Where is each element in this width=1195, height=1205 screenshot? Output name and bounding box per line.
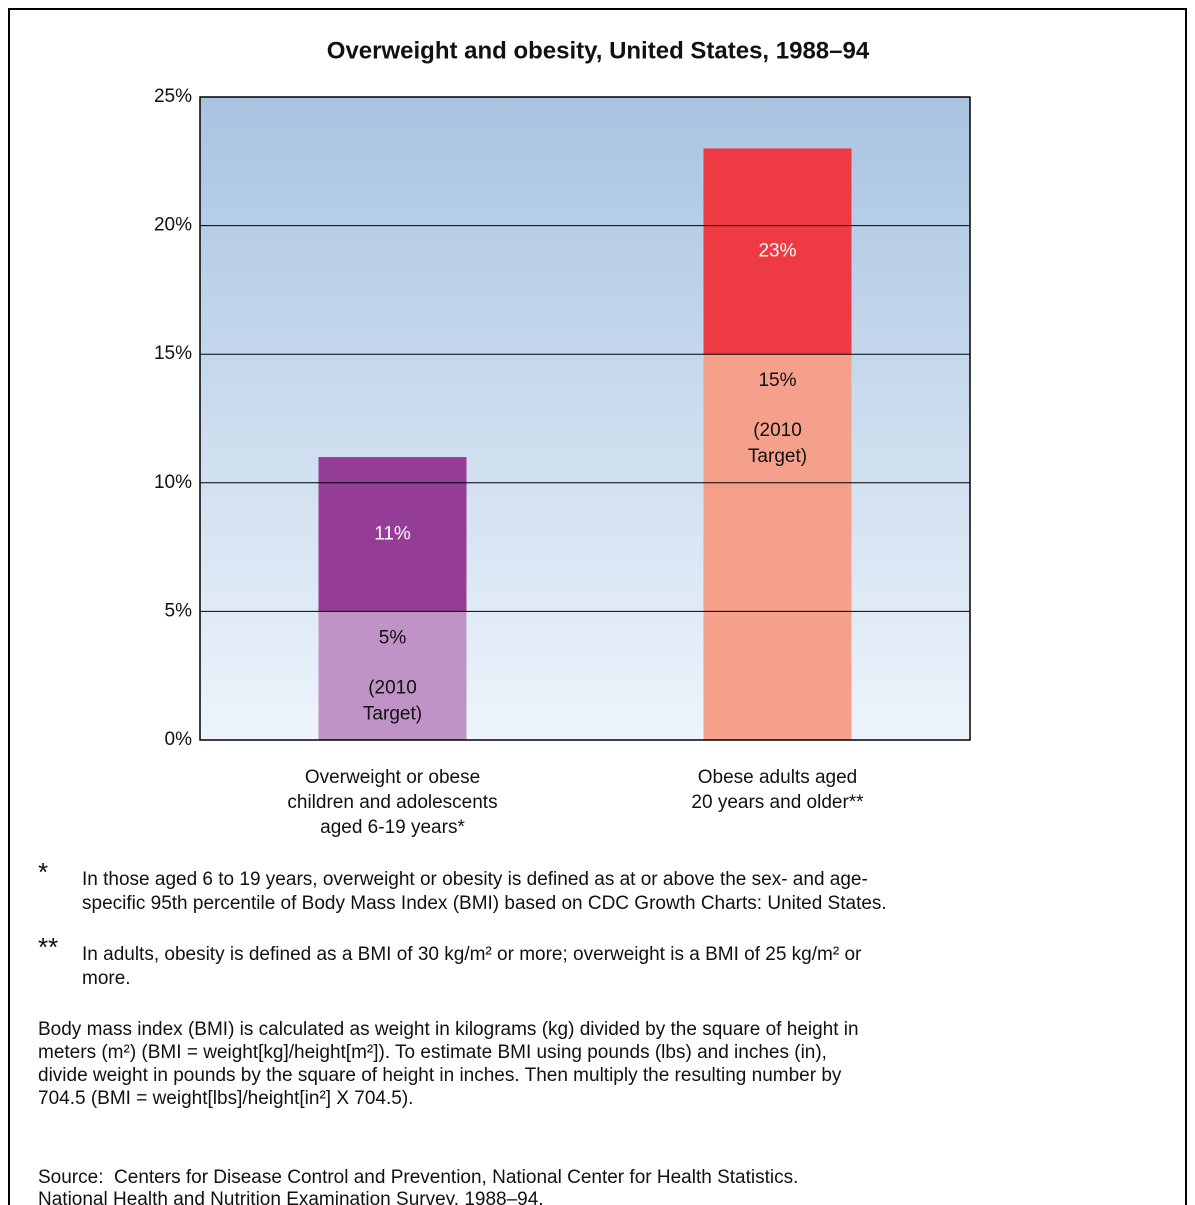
value-label: 15% — [758, 370, 796, 391]
body-text: divide weight in pounds by the square of… — [38, 1065, 842, 1086]
frame — [8, 8, 1187, 1205]
y-tick-label: 5% — [165, 600, 193, 621]
footnote-text: In those aged 6 to 19 years, overweight … — [82, 869, 868, 890]
footnote-text: In adults, obesity is defined as a BMI o… — [82, 944, 862, 965]
value-label: 23% — [758, 240, 796, 261]
chart-title: Overweight and obesity, United States, 1… — [327, 37, 870, 64]
body-text: Body mass index (BMI) is calculated as w… — [38, 1019, 859, 1040]
x-tick-label: 20 years and older** — [691, 792, 864, 813]
y-tick-label: 10% — [154, 472, 192, 493]
annotation: Target) — [363, 703, 422, 724]
body-text: 704.5 (BMI = weight[lbs]/height[in²] X 7… — [38, 1088, 413, 1109]
footnote-marker: ** — [38, 932, 58, 962]
plot-background — [200, 97, 970, 740]
y-tick-label: 15% — [154, 343, 192, 364]
x-tick-label: aged 6-19 years* — [320, 817, 465, 838]
y-tick-label: 25% — [154, 86, 192, 107]
y-tick-label: 20% — [154, 215, 192, 236]
footnote-text: more. — [82, 968, 131, 989]
footnote-text: specific 95th percentile of Body Mass In… — [82, 893, 887, 914]
value-label: 5% — [379, 627, 407, 648]
footnote-marker: * — [38, 857, 48, 887]
annotation: (2010 — [753, 420, 802, 441]
source-text: Source: Centers for Disease Control and … — [38, 1167, 798, 1188]
x-tick-label: Overweight or obese — [305, 767, 480, 788]
annotation: (2010 — [368, 677, 417, 698]
x-tick-label: Obese adults aged — [698, 767, 858, 788]
plot-border — [199, 96, 971, 741]
bar — [703, 354, 852, 740]
y-tick-label: 0% — [165, 729, 193, 750]
source-text: National Health and Nutrition Examinatio… — [38, 1189, 544, 1205]
bar — [318, 611, 467, 740]
annotation: Target) — [748, 446, 807, 467]
body-text: meters (m²) (BMI = weight[kg]/height[m²]… — [38, 1042, 827, 1063]
x-tick-label: children and adolescents — [287, 792, 497, 813]
value-label: 11% — [374, 523, 411, 544]
